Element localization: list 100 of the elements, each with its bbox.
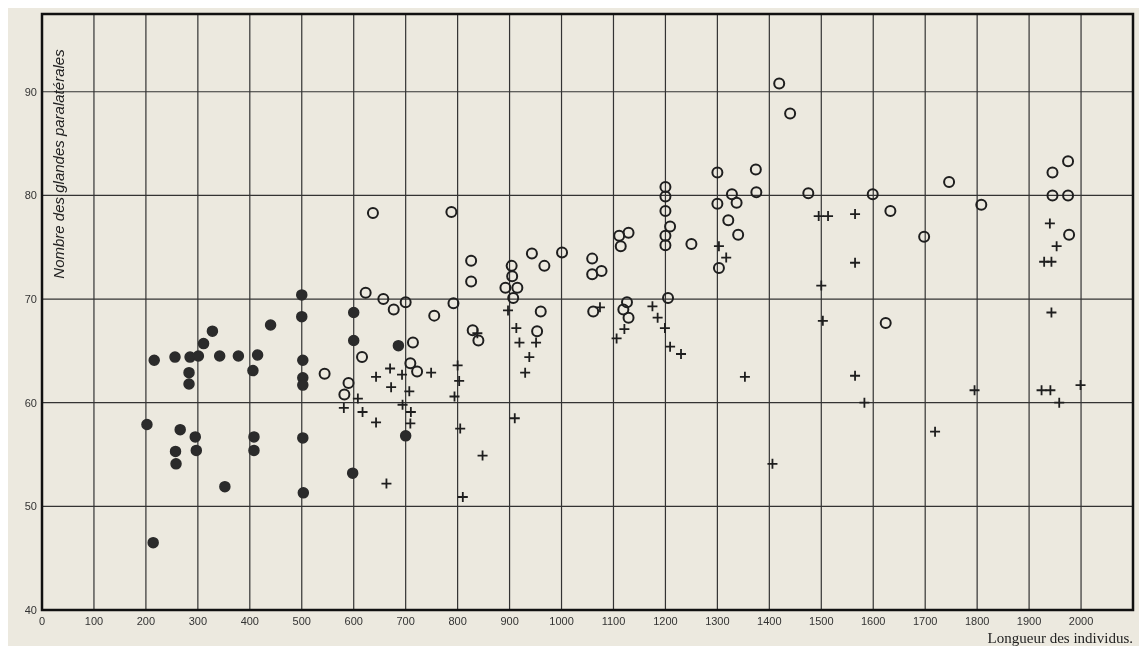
point <box>248 431 260 443</box>
point <box>594 301 606 314</box>
point <box>219 480 231 493</box>
point <box>297 354 309 366</box>
point <box>651 311 664 324</box>
point <box>1043 217 1056 230</box>
x-tick-label: 1000 <box>549 615 574 627</box>
point <box>174 423 186 436</box>
point <box>453 375 466 387</box>
point <box>858 396 871 409</box>
point <box>664 340 676 353</box>
x-tick-label: 1400 <box>757 615 782 627</box>
point <box>618 323 631 335</box>
point <box>385 381 398 394</box>
point <box>471 327 484 340</box>
point <box>183 378 195 390</box>
point <box>347 306 360 319</box>
point <box>713 240 725 253</box>
x-tick-label: 1700 <box>912 615 938 627</box>
point <box>513 336 526 349</box>
point <box>189 431 202 443</box>
point <box>1074 379 1087 391</box>
x-tick-label: 900 <box>500 615 519 627</box>
point <box>148 354 160 366</box>
point <box>141 418 153 431</box>
point <box>476 449 489 462</box>
point <box>347 334 360 347</box>
point <box>248 444 260 457</box>
point <box>297 487 310 499</box>
point <box>183 366 195 379</box>
point <box>523 351 536 363</box>
point <box>929 425 941 438</box>
point <box>425 366 438 379</box>
point <box>206 325 219 337</box>
x-tick-label: 1600 <box>861 615 886 627</box>
point <box>213 350 226 362</box>
x-tick-label: 500 <box>292 615 311 627</box>
x-tick-label: 700 <box>396 615 415 627</box>
point <box>297 432 309 444</box>
point <box>1045 306 1058 319</box>
point <box>646 300 659 313</box>
point <box>849 256 861 269</box>
point <box>396 398 409 411</box>
point <box>451 359 464 372</box>
x-tick-label: 300 <box>188 615 208 627</box>
x-tick-label: 2000 <box>1068 615 1094 627</box>
point <box>1044 384 1057 397</box>
point <box>1035 384 1048 397</box>
point <box>815 279 828 292</box>
point <box>404 417 417 430</box>
point <box>849 369 861 382</box>
point <box>816 314 829 327</box>
point <box>384 362 396 375</box>
point <box>190 444 203 457</box>
y-tick-label: 80 <box>24 189 37 202</box>
x-tick-label: 1300 <box>705 615 730 627</box>
point <box>502 304 514 317</box>
x-tick-label: 1900 <box>1016 615 1042 627</box>
point <box>264 319 277 331</box>
point <box>351 392 364 405</box>
x-tick-label: 400 <box>240 615 259 627</box>
point <box>247 364 259 377</box>
x-tick-label: 1200 <box>653 615 678 627</box>
point <box>849 208 861 220</box>
point <box>396 368 408 381</box>
point <box>251 349 264 361</box>
point <box>530 336 542 349</box>
point <box>739 370 751 383</box>
x-tick-label: 0 <box>38 615 46 627</box>
x-tick-label: 1100 <box>601 615 626 627</box>
point <box>392 339 405 352</box>
point <box>403 385 416 398</box>
point <box>675 348 687 360</box>
x-tick-label: 1800 <box>964 615 990 627</box>
point <box>454 422 467 435</box>
point <box>448 390 461 403</box>
point <box>399 430 412 442</box>
point <box>456 491 469 503</box>
point <box>192 350 205 362</box>
x-tick-label: 600 <box>344 615 363 627</box>
x-tick-label: 100 <box>84 615 104 627</box>
y-tick-label: 40 <box>24 604 37 616</box>
point <box>170 458 182 470</box>
y-tick-label: 50 <box>24 500 37 513</box>
point <box>169 351 181 363</box>
point <box>1053 396 1066 409</box>
point <box>296 310 308 323</box>
point <box>519 366 532 379</box>
point <box>968 384 981 397</box>
y-tick-label: 90 <box>24 85 37 98</box>
point <box>370 370 382 383</box>
point <box>510 322 523 334</box>
point <box>197 337 210 350</box>
point <box>169 445 182 458</box>
point <box>380 477 393 490</box>
point <box>346 467 359 479</box>
point <box>296 289 308 301</box>
point <box>610 332 623 345</box>
point <box>659 322 671 334</box>
point <box>356 406 369 418</box>
